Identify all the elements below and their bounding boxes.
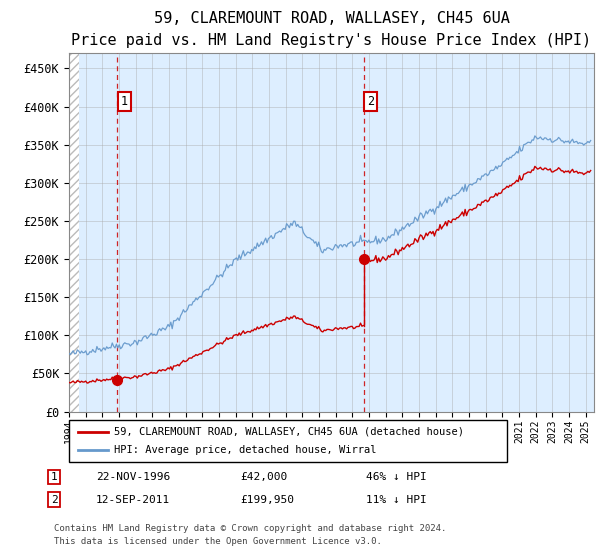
Text: 22-NOV-1996: 22-NOV-1996 — [96, 472, 170, 482]
Text: 1: 1 — [50, 472, 58, 482]
Text: Contains HM Land Registry data © Crown copyright and database right 2024.
This d: Contains HM Land Registry data © Crown c… — [54, 524, 446, 545]
Bar — [69, 53, 79, 412]
Title: 59, CLAREMOUNT ROAD, WALLASEY, CH45 6UA
Price paid vs. HM Land Registry's House : 59, CLAREMOUNT ROAD, WALLASEY, CH45 6UA … — [71, 11, 592, 48]
Text: 59, CLAREMOUNT ROAD, WALLASEY, CH45 6UA (detached house): 59, CLAREMOUNT ROAD, WALLASEY, CH45 6UA … — [114, 427, 464, 437]
Text: 1: 1 — [121, 95, 128, 108]
Text: £42,000: £42,000 — [240, 472, 287, 482]
Text: 46% ↓ HPI: 46% ↓ HPI — [366, 472, 427, 482]
Text: 2: 2 — [367, 95, 374, 108]
Text: £199,950: £199,950 — [240, 494, 294, 505]
Text: 12-SEP-2011: 12-SEP-2011 — [96, 494, 170, 505]
Text: 2: 2 — [50, 494, 58, 505]
Text: HPI: Average price, detached house, Wirral: HPI: Average price, detached house, Wirr… — [114, 445, 377, 455]
Text: 11% ↓ HPI: 11% ↓ HPI — [366, 494, 427, 505]
